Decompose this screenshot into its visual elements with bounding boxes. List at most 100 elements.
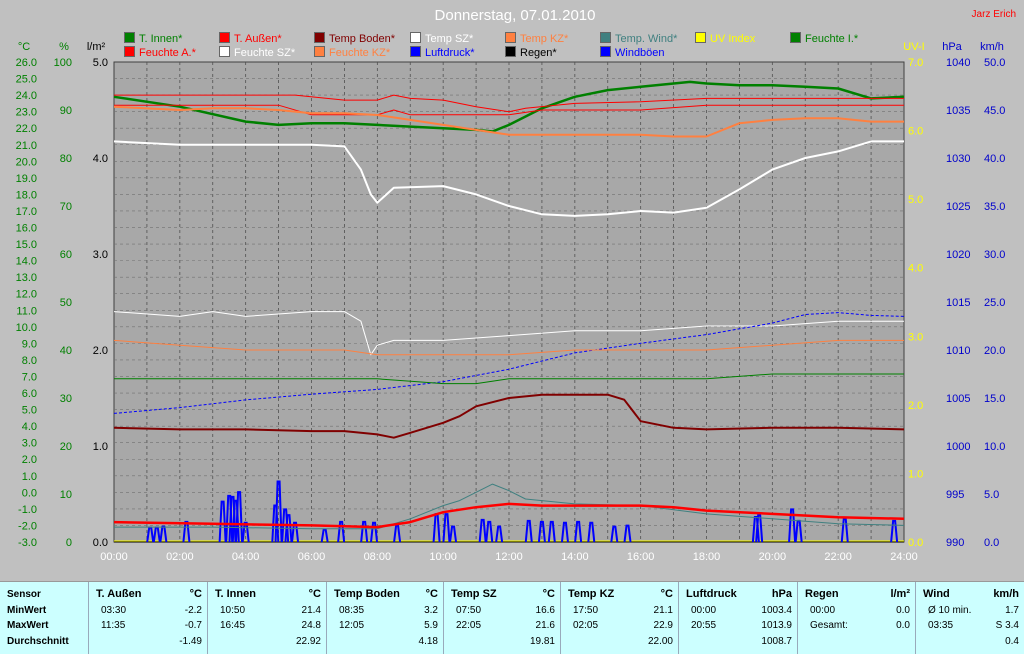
series-line-t-innen: [113, 80, 905, 133]
legend-label: Temp. Wind*: [615, 33, 678, 45]
wind-gust-spike: [755, 514, 764, 543]
stats-title: Luftdruck: [686, 588, 737, 600]
stats-group: Wind km/h Ø 10 min. 1.7 03:35 S 3.4 0.4: [915, 582, 1024, 654]
wind-gust-spike: [537, 520, 546, 543]
y-tick-label: 7.0: [908, 57, 923, 69]
wind-gust-spike: [547, 520, 556, 543]
y-tick-label: 7.0: [22, 371, 37, 383]
y-tick-label: 4.0: [93, 153, 108, 165]
wind-gust-spike: [182, 520, 191, 543]
y-tick-label: 21.0: [16, 140, 37, 152]
stats-avg-value: 22.00: [647, 636, 673, 647]
x-tick-label: 18:00: [693, 551, 721, 563]
stats-group: Temp SZ °C 07:50 16.6 22:05 21.6 19.81: [443, 582, 561, 654]
legend-label: Feuchte A.*: [139, 47, 196, 59]
legend-label: Temp KZ*: [520, 33, 569, 45]
y-tick-label: 1020: [946, 249, 970, 261]
wind-gust-spike: [560, 521, 569, 543]
y-tick-label: 5.0: [93, 57, 108, 69]
stats-label-sensor: Sensor: [7, 589, 41, 600]
stats-group: Regen l/m² 00:00 0.0 Gesamt: 0.0: [797, 582, 916, 654]
y-tick-label: 5.0: [22, 405, 37, 417]
axis-unit-label: %: [59, 41, 69, 53]
y-tick-label: 20.0: [16, 156, 37, 168]
stats-title: Regen: [805, 588, 839, 600]
wind-gust-spike: [370, 521, 379, 543]
y-tick-label: 40.0: [984, 153, 1005, 165]
stats-max-value: 21.6: [535, 620, 555, 631]
stats-min-time: 08:35: [339, 605, 365, 616]
stats-max-value: -0.7: [184, 620, 202, 631]
y-tick-label: 10.0: [984, 441, 1005, 453]
wind-gust-spike: [485, 520, 494, 543]
y-tick-label: 22.0: [16, 123, 37, 135]
y-tick-label: 18.0: [16, 189, 37, 201]
wind-gust-spike: [291, 521, 300, 543]
stats-min-value: 1.7: [1005, 605, 1019, 616]
series-line-feuchte-a: [114, 104, 904, 116]
stats-max-value: S 3.4: [995, 620, 1019, 631]
y-tick-label: 17.0: [16, 206, 37, 218]
author-label: Jarz Erich: [972, 9, 1016, 20]
wind-gust-spike: [337, 520, 346, 543]
stats-min-value: 21.4: [301, 605, 321, 616]
stats-min-time: Ø 10 min.: [928, 605, 972, 616]
stats-min-time: 00:00: [691, 605, 717, 616]
legend-item: Temp SZ*: [410, 32, 473, 45]
y-tick-label: -3.0: [18, 537, 37, 549]
legend-swatch: [505, 46, 516, 57]
stats-label-min: MinWert: [7, 605, 47, 616]
stats-unit: °C: [660, 588, 673, 600]
stats-max-time: 03:35: [928, 620, 954, 631]
series-line-feuchte-sz: [113, 311, 904, 356]
y-tick-label: 0: [66, 537, 72, 549]
y-tick-label: 13.0: [16, 272, 37, 284]
y-tick-label: 1015: [946, 297, 970, 309]
legend-swatch: [314, 32, 325, 43]
stats-unit: °C: [425, 588, 438, 600]
y-tick-label: 80: [60, 153, 72, 165]
stats-panel: Sensor MinWert MaxWert Durchschnitt T. A…: [0, 581, 1024, 654]
y-tick-label: 8.0: [22, 355, 37, 367]
wind-gust-spike: [235, 491, 244, 543]
stats-min-value: 16.6: [535, 605, 555, 616]
legend-item: Feuchte A.*: [124, 46, 196, 59]
legend-swatch: [410, 46, 421, 57]
y-tick-label: 70: [60, 201, 72, 213]
y-tick-label: 1035: [946, 105, 970, 117]
stats-min-time: 03:30: [101, 605, 127, 616]
legend-label: Windböen: [615, 47, 665, 59]
y-tick-label: 15.0: [16, 239, 37, 251]
y-tick-label: 1.0: [93, 441, 108, 453]
weather-chart: °C 26.0 25.0 24.0 23.0 22.0 21.0 20.0 19.0 18.0 17…: [16, 7, 1016, 563]
stats-min-value: 0.0: [896, 605, 910, 616]
stats-group: Luftdruck hPa 00:00 1003.4 20:55 1013.9 1008.7: [678, 582, 798, 654]
legend-label: Luftdruck*: [425, 47, 475, 59]
y-tick-label: 1030: [946, 153, 970, 165]
chart-title: Donnerstag, 07.01.2010: [435, 7, 596, 24]
y-tick-label: 14.0: [16, 256, 37, 268]
stats-unit: °C: [542, 588, 555, 600]
axis-unit-label: hPa: [942, 41, 962, 53]
stats-max-value: 24.8: [301, 620, 321, 631]
y-tick-label: 3.0: [93, 249, 108, 261]
x-tick-label: 14:00: [561, 551, 589, 563]
stats-min-time: 00:00: [810, 605, 836, 616]
y-tick-label: 10: [60, 489, 72, 501]
y-tick-label: 35.0: [984, 201, 1005, 213]
series-line-t-außen-temperature: [113, 502, 905, 529]
y-tick-label: 990: [946, 537, 964, 549]
y-tick-label: 26.0: [16, 57, 37, 69]
legend-label: T. Außen*: [234, 33, 282, 45]
series-line-feuchte-kz: [113, 339, 904, 356]
stats-avg-value: 19.81: [529, 636, 555, 647]
legend-swatch: [124, 46, 135, 57]
stats-max-time: 22:05: [456, 620, 482, 631]
wind-gust-spike: [360, 520, 369, 543]
wind-gust-spike: [495, 525, 504, 543]
stats-unit: l/m²: [890, 588, 910, 600]
stats-max-value: 0.0: [896, 620, 910, 631]
stats-label-avg: Durchschnitt: [7, 636, 69, 647]
y-tick-label: 2.0: [908, 400, 923, 412]
y-tick-label: 45.0: [984, 105, 1005, 117]
